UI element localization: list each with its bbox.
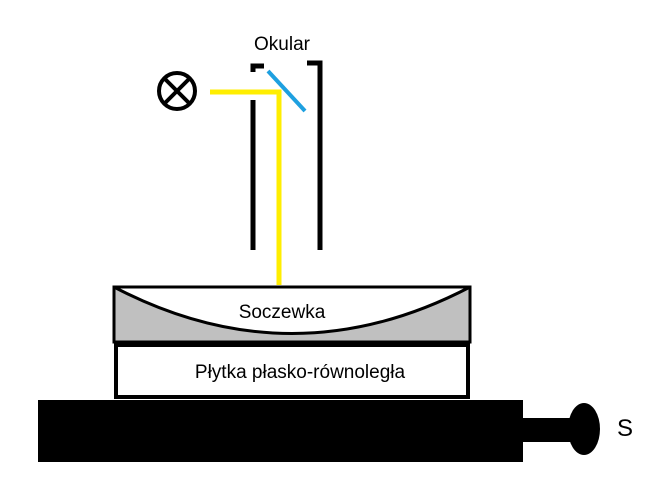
lamp-cross-circle-icon [157, 71, 197, 111]
lens-label: Soczewka [239, 302, 326, 323]
screw-shaft [523, 418, 573, 442]
plate-label: Płytka płasko-równoległa [195, 362, 406, 383]
eyepiece-right-wall [307, 60, 323, 250]
plane-parallel-plate [114, 343, 470, 399]
screw-label: S [617, 415, 633, 442]
beam-splitter-mirror [266, 69, 307, 113]
eyepiece-label: Okular [254, 34, 311, 55]
eyepiece-left-wall [250, 63, 264, 72]
screw-knob [568, 403, 600, 455]
lens [113, 285, 471, 335]
base-stage [38, 400, 523, 462]
light-beam [210, 89, 282, 285]
